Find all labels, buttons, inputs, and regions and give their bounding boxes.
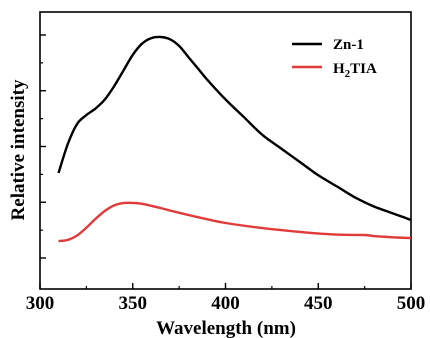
legend-label-zn-1: Zn-1 (333, 37, 364, 53)
tick-labels: 300 350 400 450 500 (26, 293, 426, 314)
series-line-zn-1 (57, 35, 412, 222)
legend-label-h2tia-rest: TIA (350, 61, 377, 77)
x-tick-label-500: 500 (397, 293, 426, 314)
x-axis-label: Wavelength (nm) (156, 318, 296, 338)
legend-label-h2tia-sub: 2 (345, 68, 351, 80)
y-axis-label: Relative intensity (8, 79, 29, 220)
plot-frame (39, 11, 412, 290)
legend-label-h2tia: H2TIA (333, 61, 377, 80)
series-layer (57, 35, 412, 243)
legend: Zn-1 H2TIA (292, 37, 377, 80)
series-line-h2tia (58, 201, 412, 243)
x-tick-label-350: 350 (119, 293, 148, 314)
tick-marks (39, 34, 412, 289)
legend-label-h2tia-h: H (333, 61, 345, 77)
x-tick-label-450: 450 (304, 293, 333, 314)
x-tick-label-300: 300 (26, 293, 55, 314)
x-tick-label-400: 400 (211, 293, 240, 314)
